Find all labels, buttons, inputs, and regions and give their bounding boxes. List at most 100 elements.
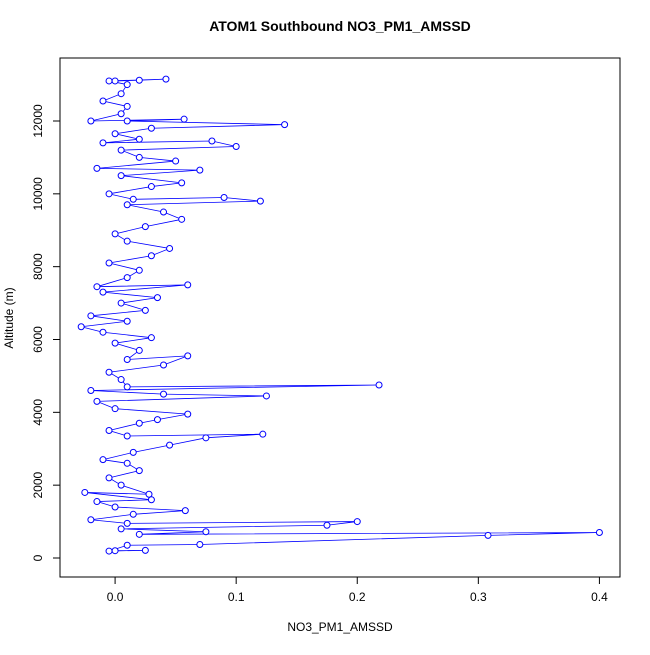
data-point <box>281 121 289 129</box>
x-axis-label: NO3_PM1_AMSSD <box>287 620 393 634</box>
data-point <box>232 142 240 150</box>
data-point <box>111 77 119 85</box>
x-tick-label: 0.0 <box>107 590 124 604</box>
data-point <box>117 376 125 384</box>
y-tick-label: 0 <box>31 554 45 561</box>
data-point <box>184 352 192 360</box>
data-point <box>262 392 270 400</box>
data-point <box>123 432 131 440</box>
data-point <box>93 283 101 291</box>
data-point <box>135 153 143 161</box>
data-point <box>147 183 155 191</box>
data-point <box>184 281 192 289</box>
data-point <box>220 193 228 201</box>
data-point <box>105 259 113 267</box>
data-point <box>202 434 210 442</box>
data-point <box>181 507 189 515</box>
data-point <box>105 77 113 85</box>
data-point <box>145 490 153 498</box>
y-tick-label: 12000 <box>31 104 45 138</box>
y-axis-label: Altitude (m) <box>2 287 16 348</box>
data-point <box>111 405 119 413</box>
data-point <box>135 419 143 427</box>
data-point <box>178 179 186 187</box>
data-point <box>129 448 137 456</box>
data-point <box>111 130 119 138</box>
data-point <box>77 323 85 331</box>
data-point <box>105 474 113 482</box>
data-point <box>153 416 161 424</box>
data-point <box>87 516 95 524</box>
data-point <box>256 197 264 205</box>
data-point <box>123 117 131 125</box>
data-point <box>93 164 101 172</box>
data-point <box>123 274 131 282</box>
y-tick-label: 8000 <box>31 253 45 280</box>
data-point <box>208 137 216 145</box>
data-point <box>129 195 137 203</box>
data-point <box>160 390 168 398</box>
data-point <box>111 503 119 511</box>
data-point <box>135 530 143 538</box>
data-point <box>117 525 125 533</box>
data-point <box>117 110 125 118</box>
data-point <box>147 252 155 260</box>
data-point <box>93 498 101 506</box>
data-point <box>111 547 119 555</box>
data-point <box>595 528 603 536</box>
data-point <box>135 266 143 274</box>
data-point <box>153 294 161 302</box>
data-point <box>111 339 119 347</box>
data-point <box>123 383 131 391</box>
data-point <box>166 441 174 449</box>
data-point <box>99 328 107 336</box>
data-point <box>123 237 131 245</box>
data-point <box>123 317 131 325</box>
data-point <box>178 215 186 223</box>
data-point <box>166 244 174 252</box>
data-point <box>353 518 361 526</box>
data-point <box>196 166 204 174</box>
data-point <box>117 146 125 154</box>
data-point <box>141 306 149 314</box>
data-point <box>135 467 143 475</box>
data-point <box>99 139 107 147</box>
data-point <box>93 397 101 405</box>
data-point <box>123 459 131 467</box>
data-point <box>105 368 113 376</box>
data-point <box>162 75 170 83</box>
data-point <box>99 288 107 296</box>
data-point <box>117 90 125 98</box>
data-point <box>123 541 131 549</box>
data-point <box>484 531 492 539</box>
data-point <box>160 361 168 369</box>
y-tick-label: 4000 <box>31 399 45 426</box>
data-point <box>111 230 119 238</box>
data-point <box>135 76 143 84</box>
x-tick-label: 0.1 <box>228 590 245 604</box>
data-point <box>172 157 180 165</box>
data-point <box>117 172 125 180</box>
data-point <box>99 97 107 105</box>
y-tick-label: 2000 <box>31 471 45 498</box>
data-point <box>141 546 149 554</box>
data-point <box>117 481 125 489</box>
data-point <box>375 381 383 389</box>
x-tick-label: 0.4 <box>591 590 608 604</box>
data-point <box>323 521 331 529</box>
data-point <box>105 190 113 198</box>
data-point <box>202 528 210 536</box>
data-point <box>105 547 113 555</box>
data-point <box>180 115 188 123</box>
data-point <box>147 124 155 132</box>
data-point <box>184 410 192 418</box>
data-point <box>123 519 131 527</box>
x-tick-label: 0.3 <box>470 590 487 604</box>
data-point <box>123 81 131 89</box>
data-point <box>99 456 107 464</box>
data-point <box>105 427 113 435</box>
plot-frame <box>59 57 621 578</box>
x-tick-label: 0.2 <box>349 590 366 604</box>
